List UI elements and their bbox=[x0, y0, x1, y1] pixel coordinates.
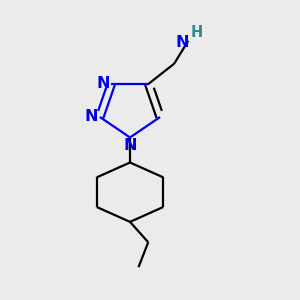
Text: N: N bbox=[176, 35, 189, 50]
Text: N: N bbox=[123, 138, 137, 153]
Text: N: N bbox=[96, 76, 110, 91]
Text: N: N bbox=[85, 110, 98, 124]
Text: H: H bbox=[190, 26, 203, 40]
